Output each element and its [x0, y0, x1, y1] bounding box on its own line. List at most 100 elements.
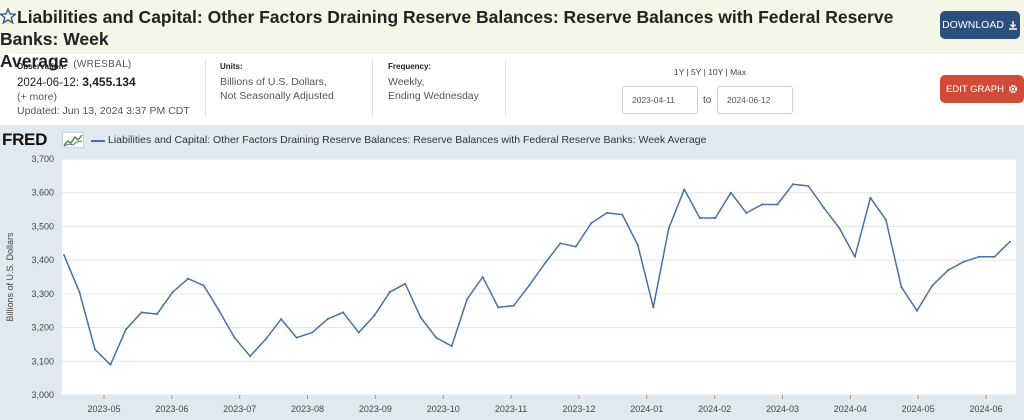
- data-point: [760, 203, 763, 206]
- y-tick-label: 3,100: [31, 356, 54, 366]
- data-point: [993, 255, 996, 258]
- divider: [505, 60, 506, 116]
- divider: [205, 60, 206, 116]
- y-tick-label: 3,500: [31, 221, 54, 231]
- legend-label: Liabilities and Capital: Other Factors D…: [108, 134, 707, 146]
- download-button[interactable]: DOWNLOAD: [940, 11, 1020, 39]
- data-point: [652, 306, 655, 309]
- data-point: [125, 328, 128, 331]
- page-title: Liabilities and Capital: Other Factors D…: [0, 6, 920, 76]
- y-axis-label: Billions of U.S. Dollars: [5, 232, 15, 322]
- observation-block: Observation: 2024-06-12: 3,455.134 (+ mo…: [17, 62, 190, 132]
- x-tick-label: 2024-02: [698, 404, 731, 414]
- data-point: [326, 318, 329, 321]
- series-line: [63, 183, 1011, 366]
- more-link[interactable]: (+ more): [17, 91, 57, 103]
- divider: [372, 60, 373, 116]
- data-point: [450, 345, 453, 348]
- data-point: [543, 262, 546, 265]
- y-tick-label: 3,400: [31, 255, 54, 265]
- data-point: [528, 284, 531, 287]
- series-id: (WRESBAL): [73, 59, 132, 70]
- x-tick-label: 2023-08: [291, 404, 324, 414]
- data-point: [745, 211, 748, 214]
- data-point: [822, 206, 825, 209]
- frequency-line2: Ending Wednesday: [388, 90, 479, 102]
- data-point: [109, 363, 112, 366]
- data-point: [946, 269, 949, 272]
- data-point: [280, 318, 283, 321]
- data-point: [419, 316, 422, 319]
- edit-graph-button[interactable]: EDIT GRAPH: [940, 75, 1024, 103]
- data-point: [605, 211, 608, 214]
- x-tick-labels: 2023-05 2023-06 2023-07 2023-08 2023-09 2023-…: [87, 395, 1003, 414]
- frequency-label: Frequency:: [388, 62, 432, 71]
- data-point: [311, 331, 314, 334]
- data-point: [156, 313, 159, 316]
- x-tick-label: 2023-06: [155, 404, 188, 414]
- data-point: [249, 355, 252, 358]
- frequency-block: Frequency: Weekly, Ending Wednesday: [388, 62, 479, 132]
- x-tick-label: 2023-11: [495, 404, 527, 414]
- title-text-rest: Average: [0, 51, 69, 71]
- x-tick-label: 2024-05: [902, 404, 935, 414]
- data-point: [202, 284, 205, 287]
- data-point: [838, 227, 841, 230]
- download-label: DOWNLOAD: [942, 19, 1004, 31]
- updated-text: Updated: Jun 13, 2024 3:37 PM CDT: [17, 105, 190, 117]
- data-point: [388, 291, 391, 294]
- data-point: [574, 245, 577, 248]
- data-point: [466, 297, 469, 300]
- data-point: [342, 311, 345, 314]
- x-tick-label: 2024-06: [969, 404, 1002, 414]
- end-date-input[interactable]: 2024-06-12: [717, 86, 793, 114]
- data-point: [264, 338, 267, 341]
- data-point: [977, 255, 980, 258]
- data-point: [962, 260, 965, 263]
- observation-value-line: 2024-06-12: 3,455.134: [17, 75, 190, 90]
- download-icon: [1008, 21, 1017, 30]
- fred-chart-icon: [62, 132, 84, 148]
- data-point: [233, 336, 236, 339]
- units-line1: Billions of U.S. Dollars,: [220, 76, 327, 88]
- units-line2: Not Seasonally Adjusted: [220, 90, 334, 102]
- y-tick-labels: 3,000 3,100 3,200 3,300 3,400 3,500 3,600 3,700: [31, 154, 54, 400]
- star-icon[interactable]: [0, 8, 16, 24]
- x-tick-label: 2023-12: [562, 404, 595, 414]
- date-range-to: to: [703, 95, 712, 106]
- gridlines: [62, 158, 1016, 396]
- x-tick-label: 2023-07: [223, 404, 256, 414]
- start-date-input[interactable]: 2023-04-11: [622, 86, 698, 114]
- data-point: [63, 254, 65, 257]
- legend-swatch: [91, 140, 105, 142]
- y-tick-label: 3,700: [31, 154, 54, 164]
- data-point: [512, 304, 515, 307]
- y-tick-label: 3,000: [31, 390, 54, 400]
- y-tick-label: 3,200: [31, 323, 54, 333]
- data-point: [807, 184, 810, 187]
- data-point: [714, 217, 717, 219]
- data-point: [404, 282, 407, 285]
- x-tick-label: 2024-01: [630, 404, 663, 414]
- data-point: [481, 276, 484, 278]
- data-point: [931, 284, 934, 287]
- data-point: [373, 314, 376, 317]
- observation-value: 3,455.134: [82, 75, 136, 89]
- header-bar: [0, 0, 1024, 54]
- title-text: Liabilities and Capital: Other Factors D…: [0, 7, 894, 49]
- data-point: [94, 348, 97, 351]
- x-tick-label: 2024-03: [766, 404, 799, 414]
- data-point: [140, 311, 143, 314]
- data-point: [915, 309, 918, 312]
- edit-graph-label: EDIT GRAPH: [946, 83, 1004, 95]
- data-point: [869, 196, 872, 199]
- data-point: [590, 222, 593, 225]
- data-point: [791, 183, 794, 186]
- period-selector[interactable]: 1Y | 5Y | 10Y | Max: [673, 67, 747, 77]
- data-point: [1009, 240, 1011, 243]
- data-point: [171, 291, 174, 294]
- y-tick-label: 3,300: [31, 289, 54, 299]
- data-point: [497, 306, 500, 309]
- data-point: [78, 291, 81, 294]
- data-point: [187, 277, 190, 280]
